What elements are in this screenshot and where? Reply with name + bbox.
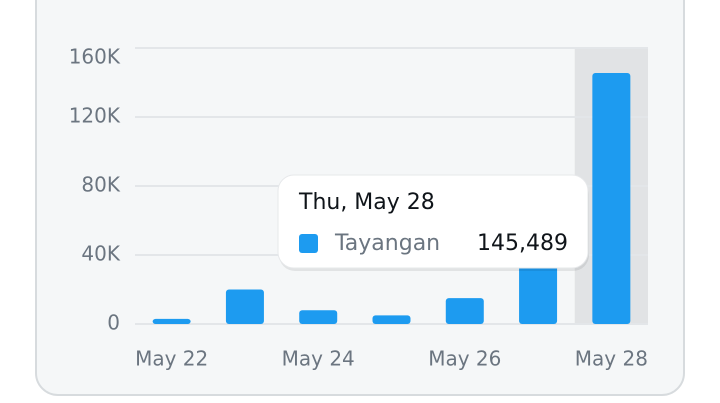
- bar: [225, 289, 264, 324]
- x-tick-label: May 28: [575, 347, 648, 371]
- value-label: 145,489: [477, 231, 568, 256]
- x-tick-label: May 24: [282, 347, 355, 371]
- bar: [592, 73, 631, 325]
- bar: [519, 258, 558, 324]
- legend-label: Tayangan: [334, 231, 440, 256]
- x-tick-label: May 26: [428, 347, 501, 371]
- y-tick-label: 0: [107, 311, 120, 335]
- bar: [372, 315, 411, 324]
- tooltip-box: [277, 174, 589, 269]
- tooltip-title: Thu, May 28: [298, 190, 435, 215]
- tooltip: Thu, May 28 Tayangan 145,489: [277, 174, 589, 271]
- bar: [299, 310, 338, 324]
- legend-swatch: [299, 234, 318, 253]
- x-tick-label: May 22: [135, 347, 208, 371]
- bar: [152, 318, 191, 324]
- y-tick-label: 160K: [69, 45, 121, 69]
- y-tick-label: 80K: [81, 173, 120, 197]
- bar: [445, 298, 484, 324]
- y-tick-label: 40K: [81, 242, 120, 266]
- y-tick-label: 120K: [69, 104, 121, 128]
